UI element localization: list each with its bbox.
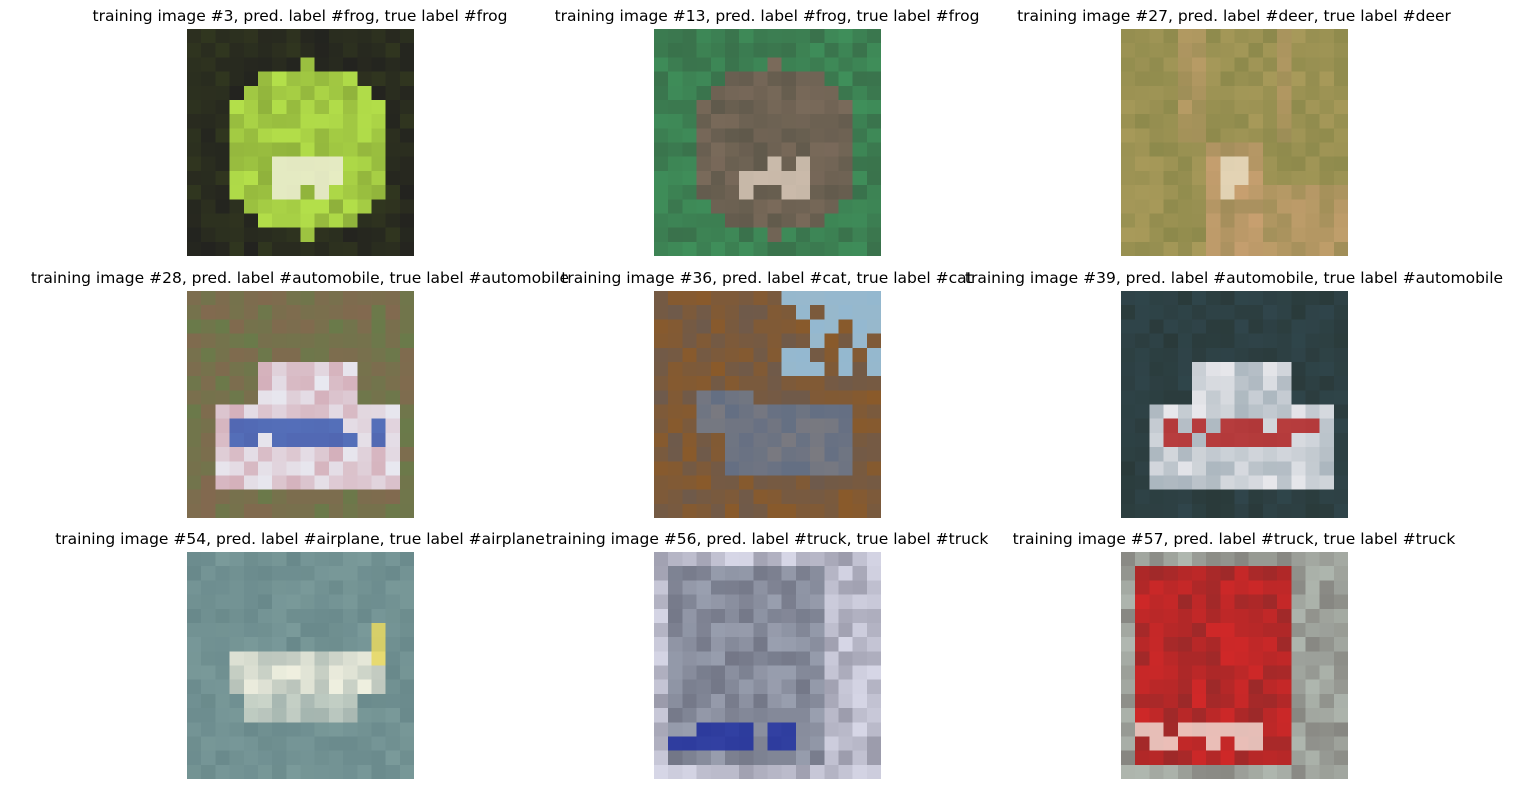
frog-image xyxy=(654,29,881,256)
panel-title: training image #54, pred. label #airplan… xyxy=(55,530,545,548)
training-image xyxy=(654,552,881,779)
training-image xyxy=(1121,29,1348,256)
airplane-image xyxy=(187,552,414,779)
panel-title: training image #28, pred. label #automob… xyxy=(30,269,570,287)
training-image xyxy=(187,552,414,779)
training-image xyxy=(654,29,881,256)
training-image xyxy=(654,291,881,518)
training-image xyxy=(1121,291,1348,518)
panel-title: training image #13, pred. label #frog, t… xyxy=(554,7,980,25)
cat-image xyxy=(654,291,881,518)
training-image xyxy=(1121,552,1348,779)
panel-title: training image #36, pred. label #cat, tr… xyxy=(561,269,973,287)
frog-image xyxy=(187,29,414,256)
panel-title: training image #27, pred. label #deer, t… xyxy=(1017,7,1451,25)
panel-title: training image #3, pred. label #frog, tr… xyxy=(92,7,508,25)
car-image xyxy=(1121,291,1348,518)
truck-image xyxy=(654,552,881,779)
panel-title: training image #39, pred. label #automob… xyxy=(964,269,1504,287)
deer-image xyxy=(1121,29,1348,256)
training-image xyxy=(187,29,414,256)
panel-title: training image #57, pred. label #truck, … xyxy=(1012,530,1456,548)
car-image xyxy=(187,291,414,518)
truck-image xyxy=(1121,552,1348,779)
training-image xyxy=(187,291,414,518)
panel-title: training image #56, pred. label #truck, … xyxy=(545,530,989,548)
